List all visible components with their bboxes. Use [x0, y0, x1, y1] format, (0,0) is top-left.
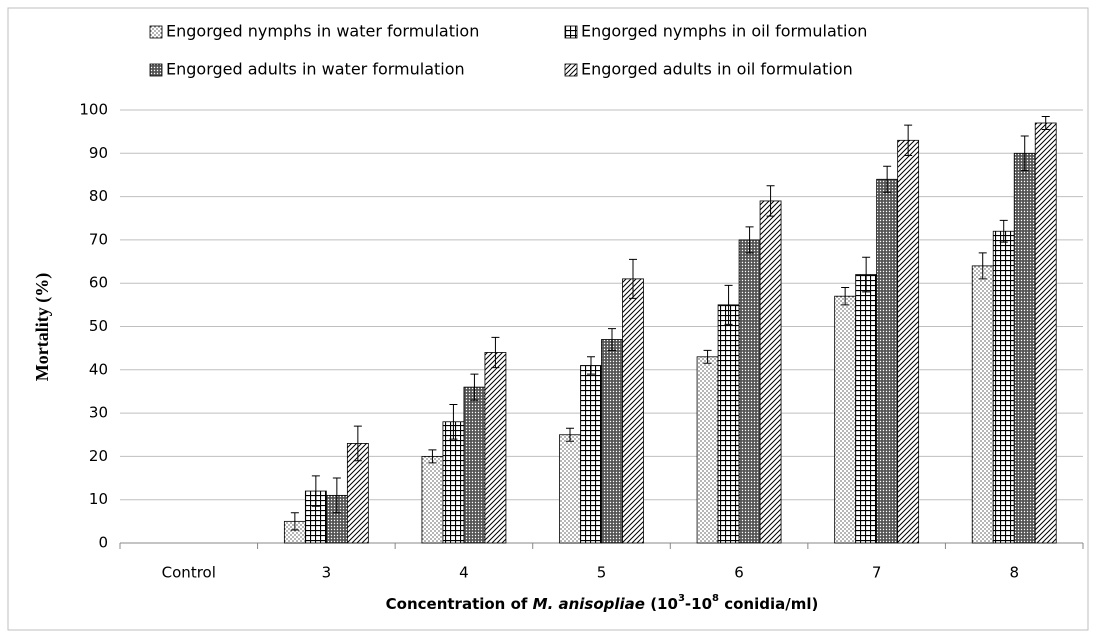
error-bar [703, 349, 712, 364]
y-tick-label: 0 [98, 534, 108, 552]
x-tick-label: Control [162, 564, 216, 582]
y-tick-label: 20 [89, 447, 108, 465]
y-tick-label: 70 [89, 230, 108, 248]
legend-label: Engorged nymphs in water formulation [166, 22, 479, 41]
bar [738, 239, 761, 544]
error-bar [566, 427, 574, 442]
error-bar [470, 373, 479, 401]
error-bar [978, 252, 987, 280]
x-tick-label: 8 [1009, 564, 1019, 582]
bar [421, 455, 444, 544]
error-bar [862, 256, 871, 293]
bar [442, 421, 465, 544]
x-tick-label: 5 [597, 564, 607, 582]
y-tick-label: 50 [89, 317, 108, 335]
bar [992, 230, 1015, 544]
y-tick-label: 30 [89, 404, 108, 422]
error-bar [629, 258, 637, 299]
legend-swatch [149, 25, 163, 39]
x-tick-label: 3 [322, 564, 332, 582]
bar [484, 352, 507, 544]
bar [1013, 152, 1036, 544]
x-axis-label: Concentration of M. anisopliae (103-108 … [386, 593, 819, 613]
bar [717, 304, 740, 544]
error-bar [904, 124, 913, 156]
error-bar [883, 165, 892, 193]
error-bar [766, 185, 775, 217]
y-tick-label: 100 [79, 101, 108, 119]
legend-swatch [149, 63, 163, 77]
bar [463, 386, 486, 544]
y-tick-label: 90 [89, 144, 108, 162]
y-tick-label: 80 [89, 187, 108, 205]
bar [855, 274, 878, 544]
bar [580, 365, 602, 544]
error-bar [745, 226, 754, 254]
y-axis-label: Mortality (%) [32, 273, 53, 381]
error-bar [491, 336, 500, 369]
x-tick-label: 7 [872, 564, 882, 582]
bar [601, 339, 623, 544]
error-bar [999, 219, 1008, 243]
bar [1034, 122, 1057, 544]
error-bar [290, 512, 299, 531]
x-tick-label: 6 [734, 564, 744, 582]
legend-label: Engorged adults in oil formulation [581, 60, 853, 79]
error-bar [428, 449, 437, 464]
error-bar [311, 475, 320, 507]
y-tick-label: 10 [89, 490, 108, 508]
error-bar [1020, 135, 1029, 172]
error-bar [353, 425, 362, 462]
legend-swatch [564, 63, 578, 77]
error-bar [841, 287, 850, 306]
bar [834, 295, 857, 544]
legend-swatch [564, 25, 578, 39]
y-tick-label: 40 [89, 360, 108, 378]
y-tick-label: 60 [89, 274, 108, 292]
chart-border [7, 7, 1089, 631]
legend-label: Engorged nymphs in oil formulation [581, 22, 867, 41]
error-bar [449, 403, 458, 440]
bar [559, 434, 581, 544]
bar [696, 356, 719, 544]
error-bar [332, 477, 341, 514]
error-bar [1041, 115, 1050, 130]
bar [971, 265, 994, 544]
error-bar [724, 284, 733, 325]
legend-label: Engorged adults in water formulation [166, 60, 465, 79]
bar [897, 139, 920, 544]
bar [759, 200, 782, 544]
x-tick-label: 4 [459, 564, 469, 582]
bar [876, 178, 899, 544]
bar [622, 278, 644, 544]
error-bar [587, 356, 595, 375]
error-bar [608, 328, 616, 351]
